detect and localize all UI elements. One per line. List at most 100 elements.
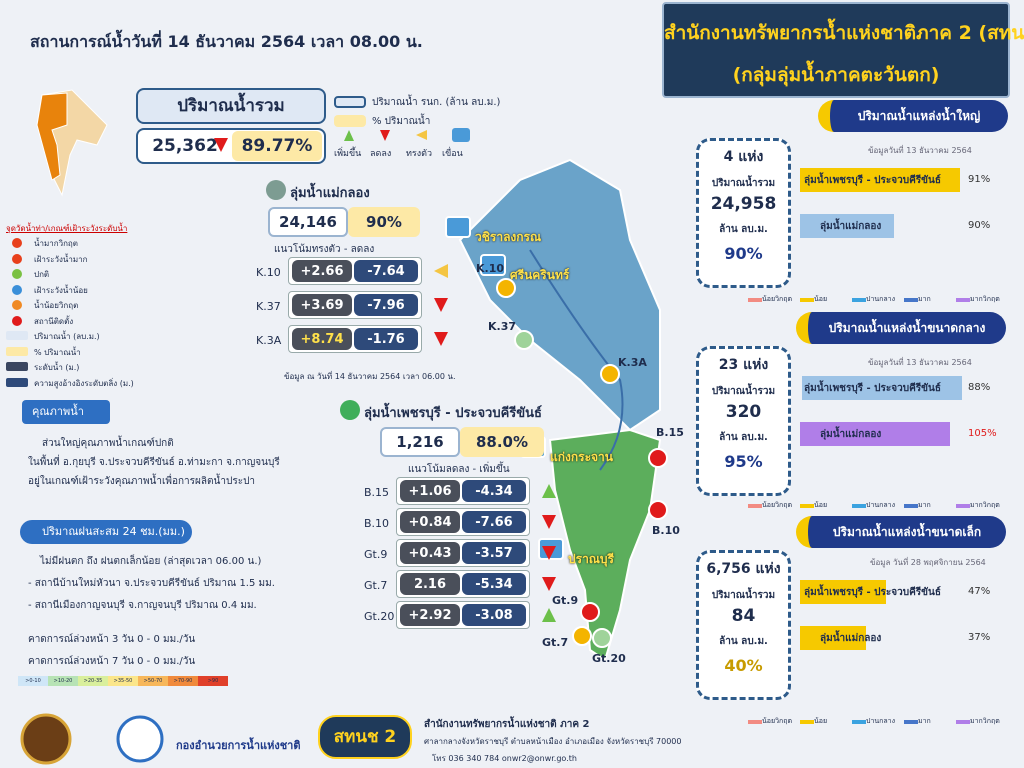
bar [800, 214, 894, 238]
station-dot [600, 364, 620, 384]
percent: 90% [724, 244, 763, 263]
legend-swatch [334, 115, 366, 127]
summary-box [696, 346, 791, 496]
station-label: Gt.20 [592, 652, 626, 665]
scale-cell: >35-50 [108, 676, 138, 686]
summary-box [696, 550, 791, 700]
level-label: มาก [918, 295, 931, 303]
station-code: K.10 [256, 266, 281, 279]
bank-height: -3.08 [462, 604, 526, 626]
level-swatch [800, 504, 814, 508]
level-swatch [904, 720, 918, 724]
water-level: +8.74 [292, 328, 352, 350]
station-legend: จุดวัดน้ำท่า/เกณฑ์เฝ้าระวังระดับน้ำ น้ำม… [6, 222, 186, 392]
legend-swatch [6, 346, 28, 356]
basin-dot [340, 400, 360, 420]
forecast: คาดการณ์ล่วงหน้า 3 วัน 0 - 0 มม./วัน [28, 634, 196, 645]
bank-height: -7.66 [462, 511, 526, 533]
basin-dot [266, 180, 286, 200]
water-level: +2.92 [400, 604, 460, 626]
station-dot [572, 626, 592, 646]
trend-arrow [434, 332, 448, 346]
bar [800, 422, 950, 446]
level-label: มากวิกฤต [970, 295, 1000, 303]
legend-text: เฝ้าระวังน้ำมาก [34, 254, 88, 264]
station-code: Gt.9 [364, 548, 388, 561]
station-code: K.37 [256, 300, 281, 313]
station-code: Gt.20 [364, 610, 395, 623]
station-label: K.10 [476, 262, 505, 275]
legend-text: % ปริมาณน้ำ [34, 347, 81, 357]
total-volume: 25,362 [152, 136, 218, 156]
bar-label: ลุ่มน้ำแม่กลอง [820, 429, 882, 440]
station-code: K.3A [256, 334, 282, 347]
dam-label: ปราณบุรี [568, 552, 614, 566]
level-label: น้อย [814, 295, 828, 303]
bar-label: ลุ่มน้ำเพชรบุรี - ประจวบคีรีขันธ์ [804, 175, 941, 186]
station-dot [592, 628, 612, 648]
level-swatch [956, 720, 970, 724]
level-label: มาก [918, 717, 931, 725]
unit: ล้าน ลบ.ม. [719, 224, 768, 235]
water-level: +3.69 [292, 294, 352, 316]
bar-value: 90% [968, 220, 991, 231]
trend-arrow [344, 130, 354, 141]
legend-text: สถานีติดตั้ง [34, 316, 74, 326]
trend-arrow [434, 298, 448, 312]
water-level: 2.16 [400, 573, 460, 595]
station-dot [648, 448, 668, 468]
bank-height: -1.76 [354, 328, 418, 350]
total-percent: 89.77% [232, 131, 322, 161]
level-swatch [852, 720, 866, 724]
office: สำนักงานทรัพยากรน้ำแห่งชาติ ภาค 2 [424, 719, 590, 730]
logos [20, 713, 164, 765]
count: 23 แห่ง [718, 357, 769, 373]
level-label: มากวิกฤต [970, 717, 1000, 725]
level-label: ปานกลาง [866, 295, 896, 303]
subtitle: (กลุ่มลุ่มน้ำภาคตะวันตก) [732, 64, 940, 86]
basin-name: ลุ่มน้ำเพชรบุรี - ประจวบคีรีขันธ์ [364, 406, 542, 421]
legend-swatch [12, 269, 22, 279]
bar-label: ลุ่มน้ำเพชรบุรี - ประจวบคีรีขันธ์ [804, 383, 941, 394]
level-swatch [852, 298, 866, 302]
quality-line: ในพื้นที่ อ.กุยบุรี จ.ประจวบคีรีขันธ์ อ.… [28, 457, 280, 468]
level-label: น้อย [814, 501, 828, 509]
station-label: K.37 [488, 320, 517, 333]
rain-line: ไม่มีฝนตก ถึง ฝนตกเล็กน้อย (ล่าสุดเวลา 0… [40, 556, 262, 567]
station-label: Gt.9 [552, 594, 579, 607]
contact: โทร 036 340 784 onwr2@onwr.go.th [432, 754, 577, 763]
bank-height: -3.57 [462, 542, 526, 564]
station-label: K.3A [618, 356, 647, 369]
station-dot [514, 330, 534, 350]
legend-text: ระดับน้ำ (ม.) [34, 363, 80, 372]
situation: สถานการณ์น้ำวันที่ 14 ธันวาคม 2564 เวลา … [30, 32, 423, 51]
basin-percent: 90% [348, 207, 420, 237]
trend-arrow [542, 608, 556, 622]
legend-text: ปกติ [34, 270, 50, 279]
level-label: น้อยวิกฤต [762, 501, 793, 509]
bank-height: -7.64 [354, 260, 418, 282]
legend-swatch [6, 377, 28, 387]
scale-cell: >50-70 [138, 676, 168, 686]
trend-arrow [542, 484, 556, 498]
trend-arrow [542, 577, 556, 591]
bar-value: 105% [968, 428, 997, 439]
station-code: Gt.7 [364, 579, 388, 592]
quality-title: คุณภาพน้ำ [22, 400, 110, 424]
water-level: +0.84 [400, 511, 460, 533]
basin-volume: 1,216 [380, 427, 460, 457]
bar-label: ลุ่มน้ำเพชรบุรี - ประจวบคีรีขันธ์ [804, 587, 941, 598]
forecast: คาดการณ์ล่วงหน้า 7 วัน 0 - 0 มม./วัน [28, 656, 196, 667]
legend-text: น้ำมากวิกฤต [34, 239, 78, 248]
basin-name: ลุ่มน้ำแม่กลอง [290, 186, 370, 201]
agency: กองอำนวยการน้ำแห่งชาติ [176, 739, 301, 752]
icon-label: เพิ่มขึ้น [334, 149, 362, 159]
legend-swatch [12, 253, 22, 264]
level-label: ปานกลาง [866, 717, 896, 725]
volume: 84 [731, 606, 756, 626]
trend-arrow [542, 546, 556, 560]
logo [20, 713, 72, 765]
rain-title: ปริมาณฝนสะสม 24 ชม.(มม.) [20, 520, 192, 544]
